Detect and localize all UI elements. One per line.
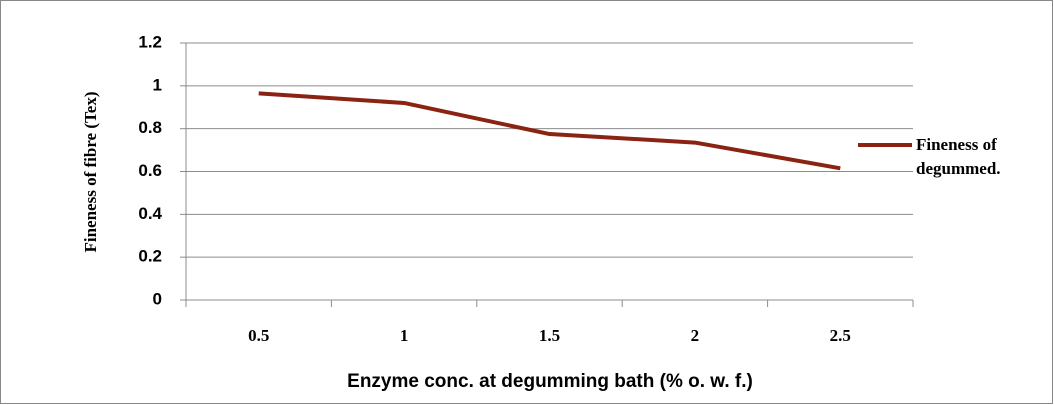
y-tick-label: 0.4 xyxy=(138,204,162,223)
x-tick-label: 1 xyxy=(400,326,409,345)
y-tick-label: 0 xyxy=(153,289,162,308)
series-line xyxy=(258,91,841,171)
x-tick-label: 1.5 xyxy=(539,326,560,345)
y-tick-label: 1 xyxy=(153,75,162,94)
x-tick-label: 2 xyxy=(691,326,700,345)
x-axis-title: Enzyme conc. at degumming bath (% o. w. … xyxy=(347,371,753,392)
x-tick-label: 0.5 xyxy=(248,326,269,345)
legend-label: Fineness of degummed. xyxy=(916,135,1001,178)
y-axis-title: Fineness of fibre (Tex) xyxy=(81,91,100,252)
x-tick-label: 2.5 xyxy=(830,326,851,345)
y-tick-label: 1.2 xyxy=(138,32,162,51)
y-tick-label: 0.2 xyxy=(138,247,162,266)
y-tick-label: 0.8 xyxy=(138,118,162,137)
y-tick-label: 0.6 xyxy=(138,161,162,180)
